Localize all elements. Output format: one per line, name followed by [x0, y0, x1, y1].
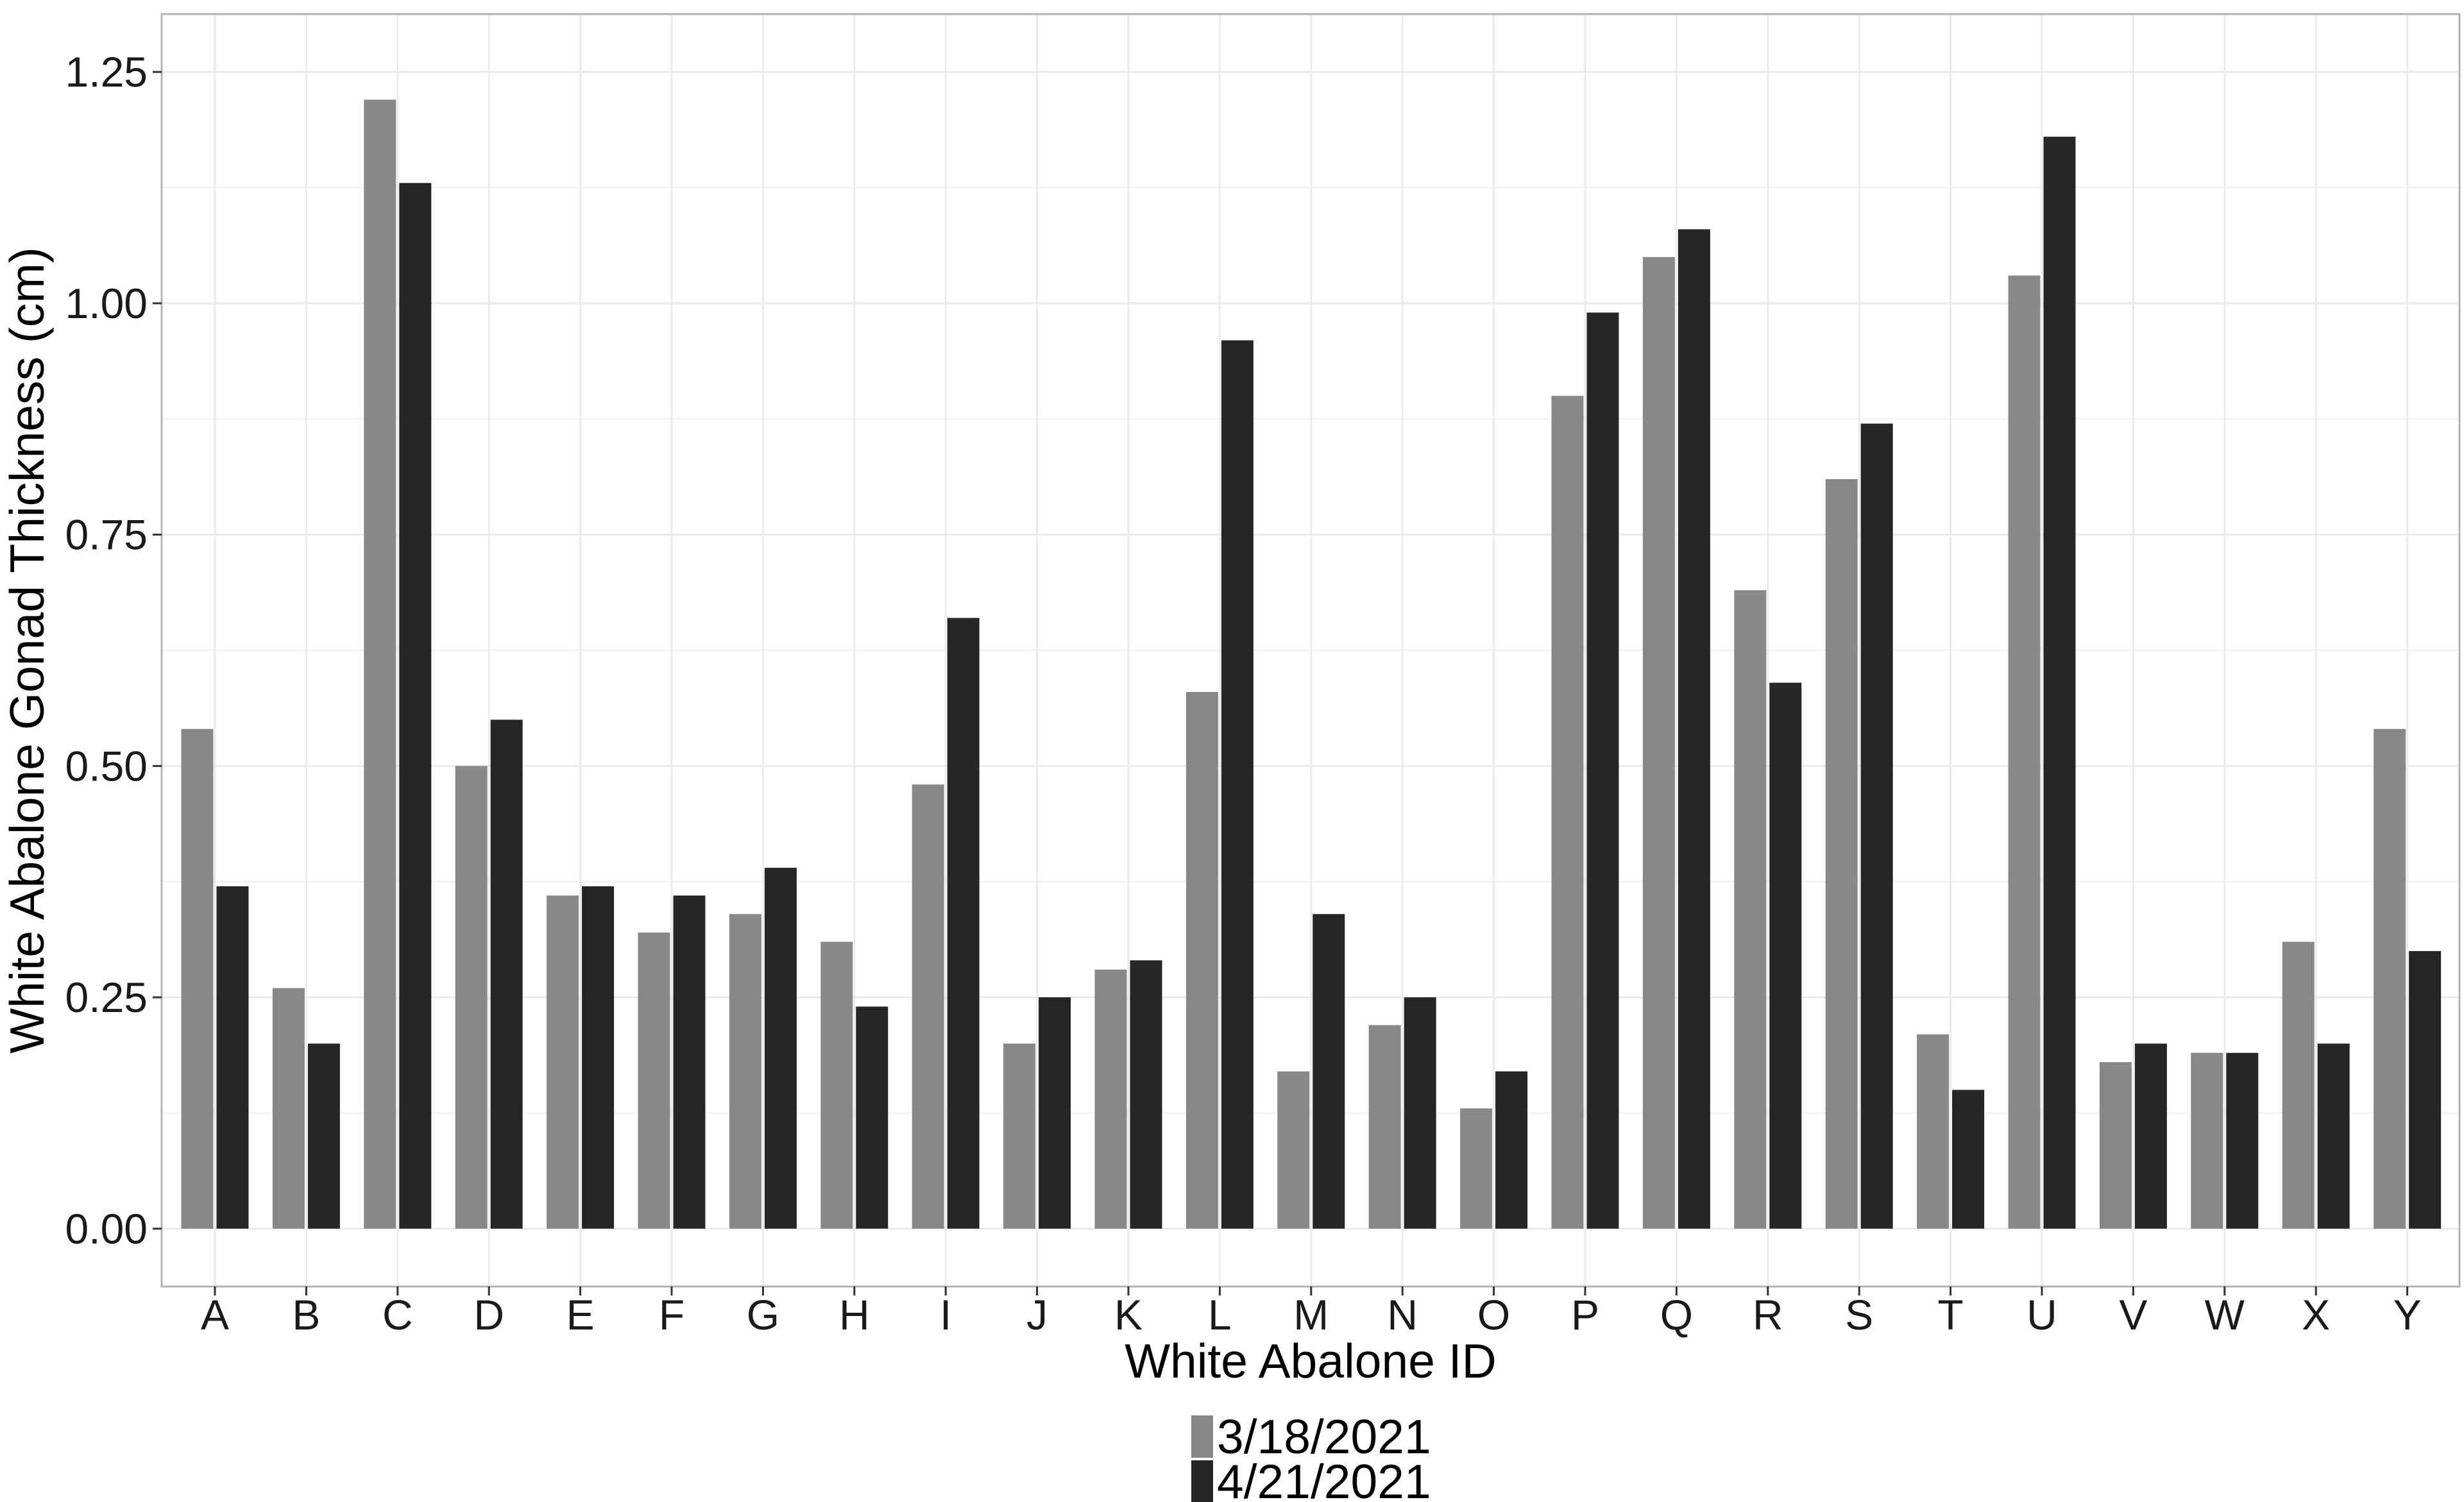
bar-H-series-2: [856, 1006, 888, 1229]
x-tick-label-J: J: [1026, 1291, 1048, 1338]
x-tick-label-O: O: [1477, 1291, 1510, 1338]
bar-M-series-2: [1313, 914, 1345, 1229]
bar-A-series-2: [216, 886, 249, 1229]
y-tick-label: 0.50: [65, 742, 148, 789]
bar-F-series-1: [638, 932, 670, 1229]
bar-L-series-1: [1185, 691, 1218, 1229]
bar-T-series-2: [1952, 1090, 1985, 1229]
bar-R-series-2: [1769, 682, 1802, 1229]
bar-Y-series-2: [2409, 950, 2442, 1229]
bar-L-series-2: [1221, 340, 1253, 1229]
bar-W-series-2: [2226, 1052, 2259, 1229]
bar-V-series-2: [2134, 1043, 2167, 1229]
bar-N-series-2: [1404, 997, 1436, 1229]
x-tick-label-A: A: [201, 1291, 229, 1338]
bar-R-series-1: [1734, 590, 1767, 1229]
x-tick-label-D: D: [473, 1291, 504, 1338]
bar-Y-series-1: [2374, 729, 2406, 1229]
x-tick-label-E: E: [566, 1291, 595, 1338]
bar-E-series-2: [582, 886, 615, 1229]
bar-Q-series-1: [1642, 257, 1675, 1229]
bar-W-series-1: [2191, 1052, 2223, 1229]
x-tick-label-S: S: [1845, 1291, 1873, 1338]
x-tick-label-L: L: [1208, 1291, 1232, 1338]
bar-S-series-1: [1825, 479, 1858, 1229]
x-tick-label-T: T: [1937, 1291, 1963, 1338]
bar-I-series-2: [947, 618, 980, 1229]
bar-X-series-1: [2282, 941, 2315, 1229]
bar-S-series-2: [1860, 423, 1893, 1229]
bar-J-series-2: [1039, 997, 1071, 1229]
bar-M-series-1: [1277, 1071, 1310, 1229]
bar-D-series-2: [490, 720, 523, 1229]
x-tick-label-P: P: [1571, 1291, 1599, 1338]
x-tick-label-X: X: [2302, 1291, 2330, 1338]
bar-G-series-2: [764, 868, 797, 1229]
bar-D-series-1: [455, 766, 488, 1229]
bar-F-series-2: [673, 895, 706, 1229]
grid-lines: [162, 14, 2460, 1287]
legend: 3/18/2021 4/21/2021: [1191, 1410, 1431, 1502]
legend-label-4-21-2021: 4/21/2021: [1217, 1455, 1431, 1502]
bar-C-series-2: [399, 183, 432, 1229]
bar-X-series-2: [2317, 1043, 2350, 1229]
y-tick-label: 0.25: [65, 974, 148, 1021]
x-axis-ticks: A B C D E F G H I J K L M N O P Q R S T U V W X Y: [201, 1287, 2422, 1338]
x-tick-label-R: R: [1753, 1291, 1783, 1338]
x-tick-label-G: G: [747, 1291, 779, 1338]
y-axis-ticks: 0.00 0.25 0.50 0.75 1.00 1.25: [65, 48, 162, 1253]
y-tick-label: 1.25: [65, 48, 148, 96]
bar-T-series-1: [1917, 1034, 1950, 1229]
x-tick-label-V: V: [2119, 1291, 2147, 1338]
bar-O-series-2: [1495, 1071, 1528, 1229]
x-tick-label-Y: Y: [2393, 1291, 2422, 1338]
bar-E-series-1: [547, 895, 579, 1229]
bar-O-series-1: [1460, 1108, 1493, 1229]
bar-C-series-1: [364, 99, 396, 1229]
legend-key-4-21-2021: [1191, 1460, 1213, 1502]
y-tick-label: 1.00: [65, 280, 148, 327]
y-tick-label: 0.00: [65, 1205, 148, 1253]
bar-K-series-2: [1130, 960, 1162, 1229]
bar-B-series-1: [272, 988, 305, 1229]
bar-K-series-1: [1094, 969, 1127, 1229]
x-tick-label-K: K: [1114, 1291, 1143, 1338]
x-tick-label-U: U: [2026, 1291, 2057, 1338]
legend-label-3-18-2021: 3/18/2021: [1217, 1410, 1431, 1464]
x-tick-label-H: H: [839, 1291, 870, 1338]
x-tick-label-N: N: [1387, 1291, 1418, 1338]
x-tick-label-B: B: [292, 1291, 320, 1338]
bar-A-series-1: [181, 729, 214, 1229]
legend-key-3-18-2021: [1191, 1415, 1213, 1458]
bar-P-series-1: [1551, 396, 1584, 1229]
y-axis-title: White Abalone Gonad Thickness (cm): [0, 247, 54, 1054]
x-tick-label-Q: Q: [1660, 1291, 1693, 1338]
bar-U-series-2: [2043, 137, 2076, 1229]
x-tick-label-W: W: [2205, 1291, 2245, 1338]
y-tick-label: 0.75: [65, 511, 148, 559]
bar-I-series-1: [912, 784, 944, 1229]
bar-P-series-2: [1586, 312, 1619, 1229]
bar-V-series-1: [2099, 1062, 2132, 1229]
bar-U-series-1: [2008, 275, 2041, 1229]
bar-G-series-1: [729, 914, 761, 1229]
bar-H-series-1: [820, 941, 853, 1229]
bars: [181, 99, 2442, 1229]
x-tick-label-M: M: [1293, 1291, 1329, 1338]
bar-J-series-1: [1003, 1043, 1036, 1229]
x-axis-title: White Abalone ID: [1125, 1334, 1497, 1388]
x-tick-label-I: I: [940, 1291, 951, 1338]
bar-Q-series-2: [1678, 229, 1710, 1229]
bar-B-series-2: [307, 1043, 340, 1229]
bar-N-series-1: [1368, 1025, 1401, 1229]
x-tick-label-F: F: [659, 1291, 684, 1338]
x-tick-label-C: C: [382, 1291, 413, 1338]
